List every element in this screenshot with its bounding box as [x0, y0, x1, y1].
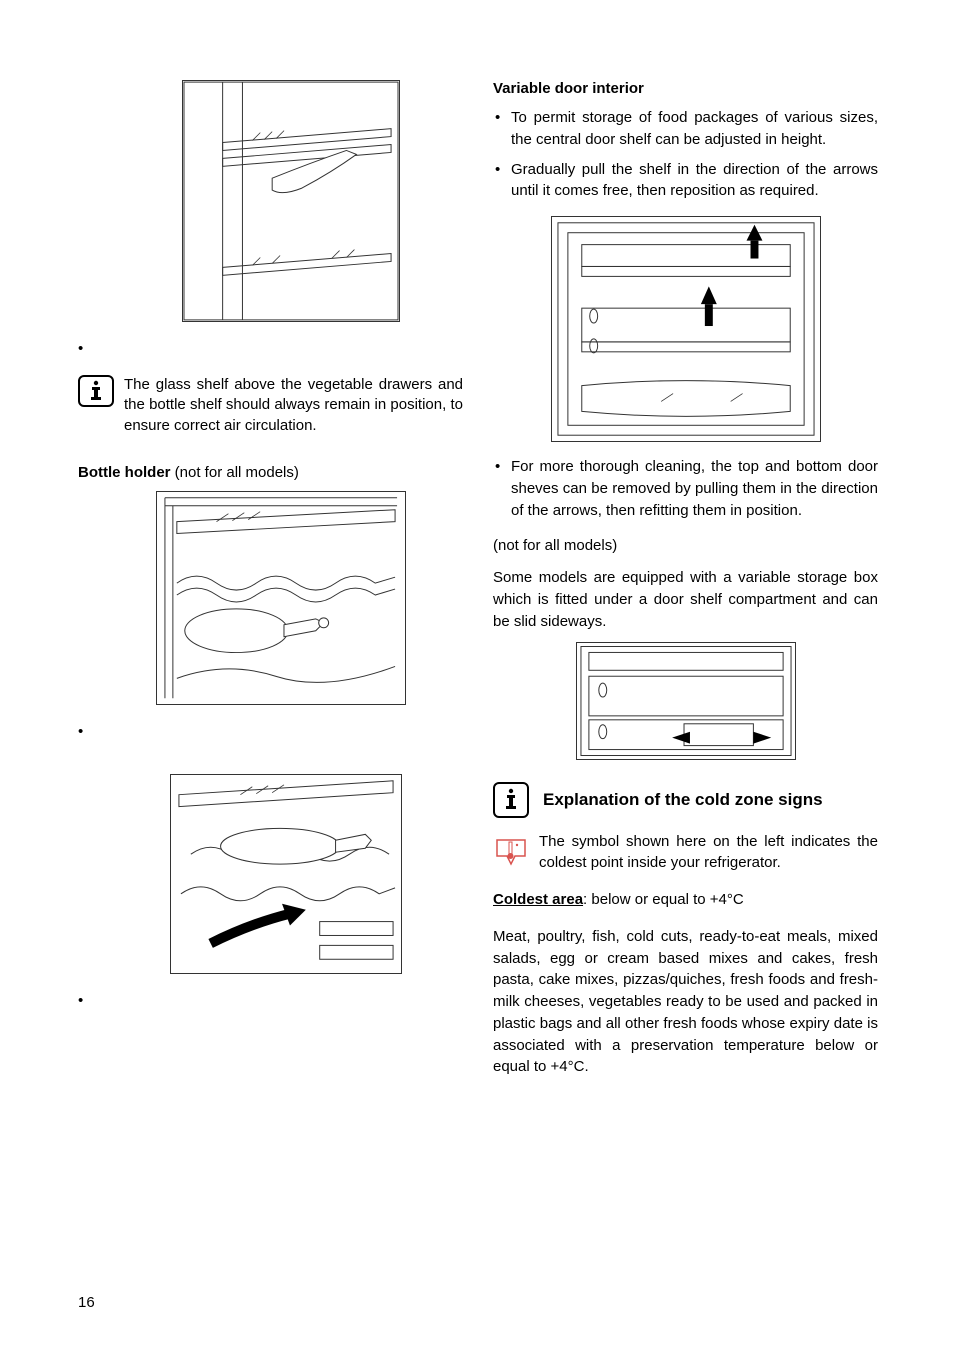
bottle-holder-bold: Bottle holder: [78, 464, 171, 481]
coldest-area-line: Coldest area: below or equal to +4°C: [493, 891, 878, 908]
info-note-text: The glass shelf above the vegetable draw…: [124, 375, 463, 436]
empty-bullet-1: •: [78, 340, 463, 357]
cold-symbol-row: The symbol shown here on the left indica…: [493, 832, 878, 873]
info-icon: [493, 782, 529, 818]
illustration-storage-box: [576, 642, 796, 760]
bottle-holder-label: Bottle holder (not for all models): [78, 464, 463, 481]
not-all-models: (not for all models): [493, 535, 878, 557]
illustration-bottle-holder: [156, 491, 406, 705]
thermometer-icon: [493, 832, 529, 868]
cold-zone-heading: Explanation of the cold zone signs: [543, 790, 823, 810]
coldest-para: Meat, poultry, fish, cold cuts, ready-to…: [493, 926, 878, 1078]
empty-bullet-3: •: [78, 992, 463, 1009]
bullets-mid: For more thorough cleaning, the top and …: [493, 456, 878, 521]
coldest-suffix: : below or equal to +4°C: [583, 891, 744, 908]
bullet-item: To permit storage of food packages of va…: [493, 107, 878, 151]
page-number: 16: [78, 1294, 95, 1311]
info-icon: [78, 375, 114, 407]
illustration-door-shelves: [551, 216, 821, 442]
empty-bullet-2: •: [78, 723, 463, 740]
cold-symbol-text: The symbol shown here on the left indica…: [539, 832, 878, 873]
bullet-item: Gradually pull the shelf in the directio…: [493, 159, 878, 203]
bullet-item: For more thorough cleaning, the top and …: [493, 456, 878, 521]
cold-zone-heading-row: Explanation of the cold zone signs: [493, 782, 878, 818]
coldest-label: Coldest area: [493, 891, 583, 908]
info-note-block: The glass shelf above the vegetable draw…: [78, 375, 463, 436]
illustration-bottle-rack-arrow: [170, 774, 402, 974]
bullets-top: To permit storage of food packages of va…: [493, 107, 878, 202]
bottle-holder-suffix: (not for all models): [171, 464, 299, 481]
variable-door-heading: Variable door interior: [493, 80, 878, 97]
illustration-shelf-hand: [182, 80, 400, 322]
variable-box-para: Some models are equipped with a variable…: [493, 567, 878, 632]
